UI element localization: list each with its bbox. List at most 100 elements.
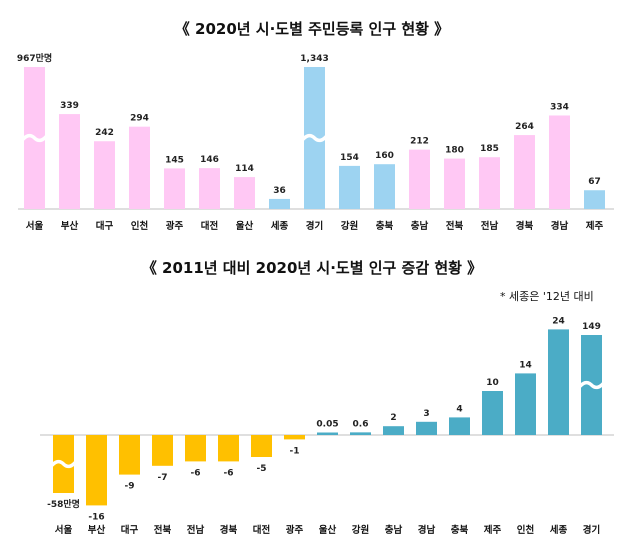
axis-break-mark: [20, 133, 49, 143]
chart2-bar: [317, 432, 338, 435]
axis-break-mark: [577, 380, 606, 390]
chart1-value-label: 180: [445, 146, 464, 156]
chart2-bar: [482, 391, 503, 435]
chart2-bar: [515, 373, 536, 435]
chart1-category-label: 대구: [96, 220, 114, 232]
chart2-value-label: 0.6: [353, 419, 369, 429]
chart2-bar: [284, 435, 305, 440]
chart1-category-label: 강원: [341, 220, 358, 232]
chart2-bar: [449, 417, 470, 435]
chart1-category-label: 대전: [201, 220, 218, 232]
chart2-category-label: 대전: [253, 524, 270, 536]
chart2-bar: [86, 435, 107, 506]
chart1-category-label: 세종: [271, 220, 289, 232]
chart1-category-label: 충북: [376, 220, 394, 232]
chart1-value-label: 146: [200, 155, 219, 165]
chart2-bar: [548, 329, 569, 435]
chart2-category-label: 인천: [517, 525, 534, 536]
chart1-value-label: 67: [588, 177, 601, 187]
chart1-bar: [409, 149, 430, 209]
chart1-category-label: 서울: [26, 220, 44, 232]
chart2-category-label: 경기: [583, 524, 600, 536]
chart1-bar: [129, 126, 150, 209]
chart2-bar: [119, 435, 140, 475]
chart1-bar: [59, 114, 80, 209]
chart1-value-label: 145: [165, 155, 184, 165]
chart1-category-label: 전남: [481, 220, 499, 232]
chart1-category-label: 제주: [586, 220, 604, 232]
chart2-bar: [152, 435, 173, 466]
chart2-category-label: 서울: [55, 524, 73, 536]
chart1-bar: [339, 165, 360, 209]
chart2-bar: [251, 435, 272, 457]
chart1-bar: [514, 135, 535, 209]
chart1-category-label: 부산: [61, 220, 79, 232]
chart1-category-label: 인천: [131, 221, 148, 232]
chart1-bar: [479, 157, 500, 209]
chart1-category-label: 울산: [236, 220, 254, 232]
chart1-bar: [199, 168, 220, 209]
chart1-category-label: 경북: [516, 220, 534, 232]
chart2-category-label: 울산: [319, 524, 337, 536]
chart2-category-label: 부산: [88, 524, 106, 536]
chart2-category-label: 전북: [154, 524, 172, 536]
chart2-category-label: 광주: [286, 524, 304, 536]
chart1-value-label: 294: [130, 114, 149, 124]
chart2-category-label: 전남: [187, 524, 205, 536]
chart2-bar: [416, 421, 437, 435]
chart1-bar: [549, 115, 570, 209]
chart1-category-label: 경기: [306, 220, 323, 232]
chart2-value-label: 10: [486, 378, 499, 388]
chart2-value-label: -9: [125, 482, 135, 492]
chart2-value-label: 14: [519, 360, 532, 370]
chart1-title: 《 2020년 시·도별 주민등록 인구 현황 》: [175, 20, 449, 38]
chart1-bar: [94, 141, 115, 209]
chart1-value-label: 185: [480, 144, 499, 154]
chart2-bar: [185, 435, 206, 462]
chart2-category-label: 강원: [352, 524, 369, 536]
chart1-value-label: 154: [340, 153, 359, 163]
chart1-value-label: 334: [550, 102, 569, 112]
chart1-value-label: 114: [235, 164, 254, 174]
chart1-bar: [584, 190, 605, 209]
chart1-bar: [269, 198, 290, 209]
chart2-value-label: -16: [88, 512, 104, 522]
chart2-title: 《 2011년 대비 2020년 시·도별 인구 증감 현황 》: [142, 259, 482, 277]
chart2-value-label: -1: [290, 446, 300, 456]
chart2-value-label: -58만명: [47, 498, 80, 510]
chart2-value-label: -5: [257, 464, 267, 474]
chart1-value-label: 1,343: [300, 54, 328, 64]
chart2-value-label: 2: [390, 413, 396, 423]
chart2-category-label: 세종: [550, 524, 568, 536]
axis-break-mark: [49, 459, 78, 469]
chart2-value-label: 149: [582, 322, 601, 332]
axis-break-mark: [300, 133, 329, 143]
chart2-value-label: 3: [423, 409, 429, 419]
chart1-value-label: 967만명: [17, 52, 52, 64]
chart2-value-label: -6: [224, 468, 234, 478]
chart2-value-label: -6: [191, 468, 201, 478]
chart1-bar: [164, 168, 185, 209]
chart1-category-label: 경남: [551, 220, 569, 232]
chart1-category-label: 전북: [446, 220, 464, 232]
chart2-category-label: 경북: [220, 524, 238, 536]
chart1-category-label: 충남: [411, 220, 429, 232]
chart2-bar: [350, 432, 371, 435]
chart1-value-label: 264: [515, 122, 534, 132]
chart2-value-label: 24: [552, 316, 565, 326]
chart2-value-label: 0.05: [316, 420, 338, 430]
chart2-value-label: 4: [456, 404, 462, 414]
chart2-category-label: 충남: [385, 524, 403, 536]
chart1-value-label: 160: [375, 151, 394, 161]
chart1-bar: [374, 164, 395, 209]
chart2-category-label: 경남: [418, 524, 436, 536]
chart2-category-label: 대구: [121, 524, 139, 536]
chart1-bar: [444, 158, 465, 209]
chart2-bar: [218, 435, 239, 462]
chart2-category-label: 충북: [451, 524, 469, 536]
chart1-value-label: 212: [410, 137, 429, 147]
chart2-value-label: -7: [158, 473, 168, 483]
